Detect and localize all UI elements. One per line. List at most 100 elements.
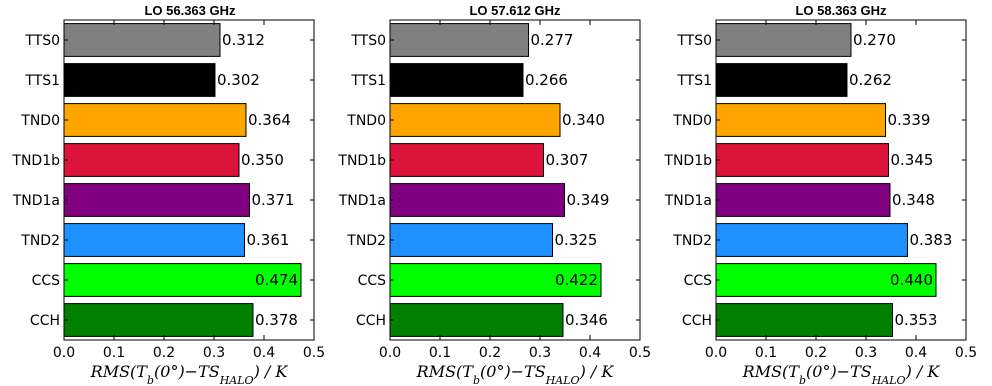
x-tick-label: 0.5: [303, 345, 325, 361]
category-label-ccs: CCS: [684, 273, 713, 289]
bar-tts1: [389, 63, 524, 97]
value-label-tts0: 0.312: [222, 31, 265, 49]
x-tick-label: 0.4: [579, 345, 601, 361]
value-label-tts0: 0.277: [531, 31, 574, 49]
x-tick-label: 0.0: [379, 345, 401, 361]
bar-tnd1a: [389, 183, 565, 217]
value-label-tnd2: 0.361: [247, 231, 290, 249]
value-label-tnd1b: 0.350: [241, 151, 284, 169]
x-tick-label: 0.1: [755, 345, 777, 361]
bar-tnd2: [715, 223, 908, 257]
value-label-tts1: 0.266: [525, 71, 568, 89]
value-label-tnd0: 0.364: [248, 111, 291, 129]
x-tick-label: 0.5: [955, 345, 977, 361]
bar-tnd1a: [63, 183, 250, 217]
bar-tnd0: [389, 103, 561, 137]
value-label-cch: 0.378: [255, 311, 298, 329]
chart-title: LO 57.612 GHz: [469, 3, 561, 18]
bar-tnd1b: [389, 143, 544, 177]
bar-ccs: [389, 263, 602, 297]
value-label-tnd2: 0.325: [555, 231, 598, 249]
category-label-tnd1a: TND1a: [664, 193, 712, 209]
x-tick-label: 0.3: [529, 345, 551, 361]
category-label-cch: CCH: [356, 313, 386, 329]
x-axis-label: RMS(Tb(0°)−TSHALO) / K: [90, 362, 289, 386]
category-label-tnd1b: TND1b: [337, 153, 386, 169]
x-tick-label: 0.4: [905, 345, 927, 361]
category-label-tts0: TTS0: [24, 33, 60, 49]
x-tick-label: 0.3: [203, 345, 225, 361]
category-label-ccs: CCS: [358, 273, 387, 289]
category-label-tnd2: TND2: [20, 233, 60, 249]
x-axis-label: RMS(Tb(0°)−TSHALO) / K: [416, 362, 615, 386]
value-label-tnd1b: 0.345: [891, 151, 934, 169]
x-tick-label: 0.0: [53, 345, 75, 361]
category-label-tnd1b: TND1b: [11, 153, 60, 169]
category-label-tnd0: TND0: [20, 113, 60, 129]
category-label-tts1: TTS1: [676, 73, 712, 89]
category-label-tnd1b: TND1b: [663, 153, 712, 169]
category-label-cch: CCH: [682, 313, 712, 329]
bar-tts1: [715, 63, 848, 97]
category-label-tnd2: TND2: [346, 233, 386, 249]
chart-panel-3: LO 58.363 GHz 0.270 TTS0 0.262 TTS1 0.339 TND0…: [663, 3, 977, 386]
category-label-cch: CCH: [30, 313, 60, 329]
category-label-tts1: TTS1: [350, 73, 386, 89]
chart-title: LO 56.363 GHz: [144, 3, 236, 18]
chart-title: LO 58.363 GHz: [795, 3, 887, 18]
bar-cch: [389, 303, 564, 337]
value-label-tnd1a: 0.371: [252, 191, 295, 209]
value-label-tnd0: 0.339: [888, 111, 931, 129]
bar-cch: [63, 303, 254, 337]
bar-tts0: [63, 23, 221, 57]
plot-frame: [715, 19, 967, 341]
bar-tts1: [63, 63, 216, 97]
category-label-tnd2: TND2: [672, 233, 712, 249]
bar-tnd1b: [715, 143, 889, 177]
value-label-tnd0: 0.340: [562, 111, 605, 129]
bar-tnd2: [389, 223, 553, 257]
category-label-tts0: TTS0: [676, 33, 712, 49]
x-tick-label: 0.4: [253, 345, 275, 361]
x-tick-label: 0.0: [705, 345, 727, 361]
category-label-tts1: TTS1: [24, 73, 60, 89]
category-label-tts0: TTS0: [350, 33, 386, 49]
value-label-ccs: 0.474: [255, 271, 298, 289]
value-label-tnd2: 0.383: [910, 231, 953, 249]
bar-tnd0: [715, 103, 886, 137]
bar-ccs: [63, 263, 302, 297]
x-tick-label: 0.2: [153, 345, 175, 361]
value-label-tts0: 0.270: [853, 31, 896, 49]
x-tick-label: 0.5: [629, 345, 651, 361]
category-label-tnd0: TND0: [672, 113, 712, 129]
category-label-ccs: CCS: [32, 273, 61, 289]
value-label-tnd1b: 0.307: [546, 151, 589, 169]
chart-panel-1: LO 56.363 GHz 0.312 TTS0 0.302 TTS1 0.364 TND0…: [11, 3, 325, 386]
x-tick-label: 0.1: [103, 345, 125, 361]
plot-frame: [389, 19, 641, 341]
bar-tnd1a: [715, 183, 891, 217]
bar-tnd0: [63, 103, 247, 137]
bar-tnd2: [63, 223, 245, 257]
value-label-tts1: 0.262: [849, 71, 892, 89]
category-label-tnd0: TND0: [346, 113, 386, 129]
x-tick-label: 0.1: [429, 345, 451, 361]
value-label-cch: 0.353: [895, 311, 938, 329]
bar-tnd1b: [63, 143, 240, 177]
value-label-tnd1a: 0.348: [892, 191, 935, 209]
x-tick-label: 0.2: [479, 345, 501, 361]
value-label-tts1: 0.302: [217, 71, 260, 89]
value-label-ccs: 0.440: [890, 271, 933, 289]
bar-cch: [715, 303, 893, 337]
value-label-tnd1a: 0.349: [567, 191, 610, 209]
x-axis-label: RMS(Tb(0°)−TSHALO) / K: [742, 362, 941, 386]
x-tick-label: 0.3: [855, 345, 877, 361]
bar-tts0: [715, 23, 852, 57]
chart-panel-2: LO 57.612 GHz 0.277 TTS0 0.266 TTS1 0.340 TND0…: [337, 3, 651, 386]
category-label-tnd1a: TND1a: [12, 193, 60, 209]
category-label-tnd1a: TND1a: [338, 193, 386, 209]
plot-frame: [63, 19, 315, 341]
value-label-ccs: 0.422: [555, 271, 598, 289]
bar-ccs: [715, 263, 937, 297]
